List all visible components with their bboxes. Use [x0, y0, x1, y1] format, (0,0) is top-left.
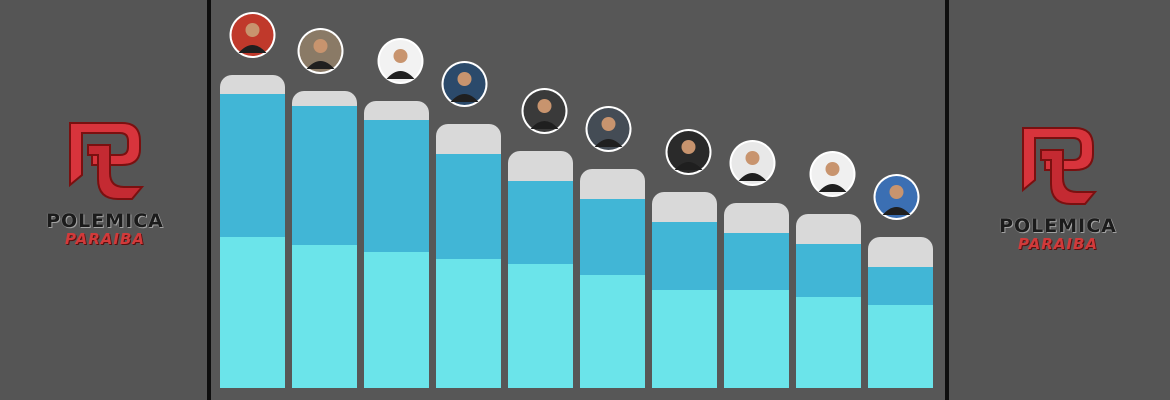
bar-10-segment-3	[868, 237, 933, 267]
bar-1-segment-1	[220, 237, 285, 388]
bar-8-segment-2	[724, 233, 789, 290]
bar-4-segment-2	[436, 154, 501, 259]
bar-6-segment-1	[580, 275, 645, 388]
bar-3-segment-1	[364, 252, 429, 388]
brand-name-bottom: PARAIBA	[64, 230, 145, 248]
person-2-avatar	[297, 28, 344, 74]
bar-8-segment-1	[724, 290, 789, 388]
left-side-panel	[0, 0, 207, 400]
bar-6-segment-2	[580, 199, 645, 275]
brand-name-top: POLEMICA	[46, 210, 164, 232]
bar-9-segment-2	[796, 244, 861, 297]
bar-7-segment-2	[652, 222, 717, 290]
right-divider	[945, 0, 949, 400]
bar-10	[868, 237, 933, 388]
bar-9-segment-1	[796, 297, 861, 388]
brand-name-top: POLEMICA	[999, 215, 1117, 237]
bar-7-segment-3	[652, 192, 717, 222]
bar-3-segment-3	[364, 101, 429, 120]
bar-5-segment-2	[508, 181, 573, 264]
brand-name-bottom: PARAIBA	[1017, 235, 1098, 253]
person-7-avatar	[665, 129, 712, 175]
person-4-avatar	[441, 61, 488, 107]
person-3-avatar	[377, 38, 424, 84]
bar-5-segment-3	[508, 151, 573, 181]
bar-2-segment-2	[292, 106, 357, 245]
person-1-avatar	[229, 12, 276, 58]
bar-2-segment-1	[292, 245, 357, 388]
bar-7	[652, 192, 717, 388]
pp-monogram-icon	[69, 122, 145, 200]
person-8-avatar	[729, 140, 776, 186]
bar-9	[796, 214, 861, 388]
bar-4	[436, 124, 501, 388]
bar-8-segment-3	[724, 203, 789, 233]
bar-4-segment-1	[436, 259, 501, 388]
left-divider	[207, 0, 211, 400]
bar-7-segment-1	[652, 290, 717, 388]
bar-5-segment-1	[508, 264, 573, 388]
pp-monogram-icon	[1022, 127, 1098, 205]
bar-2-segment-3	[292, 91, 357, 106]
bar-3-segment-2	[364, 120, 429, 252]
bar-1	[220, 75, 285, 388]
person-5-avatar	[521, 88, 568, 134]
bar-3	[364, 101, 429, 388]
brand-logo-right: POLEMICA PARAIBA	[978, 120, 1138, 260]
person-10-avatar	[873, 174, 920, 220]
bar-6-segment-3	[580, 169, 645, 199]
person-6-avatar	[585, 106, 632, 152]
brand-logo-left: POLEMICA PARAIBA	[25, 115, 185, 255]
bar-10-segment-1	[868, 305, 933, 388]
bar-4-segment-3	[436, 124, 501, 154]
bar-8	[724, 203, 789, 388]
bar-1-segment-2	[220, 94, 285, 237]
bar-9-segment-3	[796, 214, 861, 244]
bar-5	[508, 151, 573, 388]
bar-1-segment-3	[220, 75, 285, 94]
bar-10-segment-2	[868, 267, 933, 305]
person-9-avatar	[809, 151, 856, 197]
bar-2	[292, 91, 357, 388]
bar-6	[580, 169, 645, 388]
